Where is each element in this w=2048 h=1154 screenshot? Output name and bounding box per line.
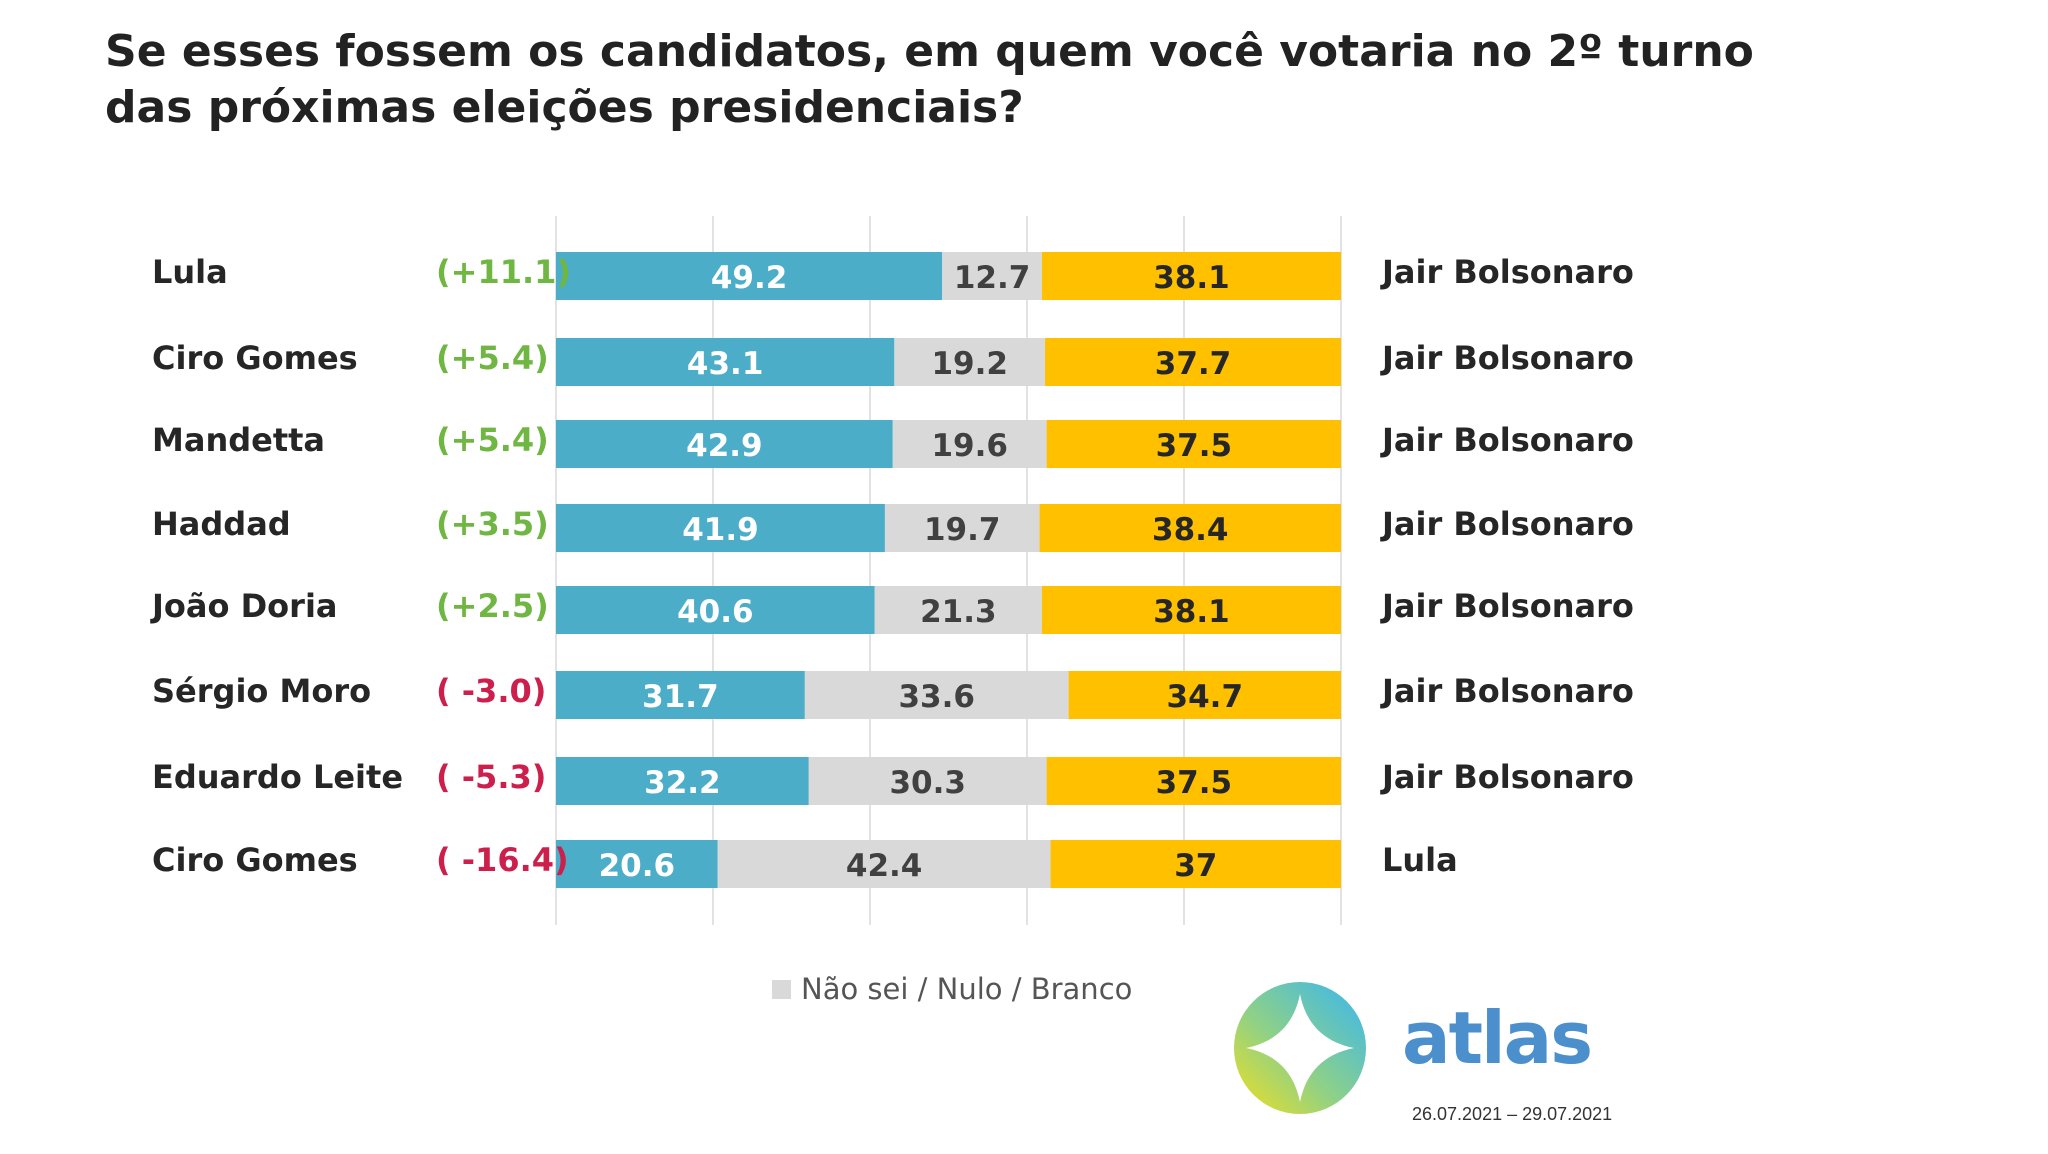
- bar-undecided: [874, 586, 1042, 634]
- bar-candidate-b: [1045, 338, 1341, 386]
- candidate-label-left: Eduardo Leite: [152, 758, 403, 796]
- bar-candidate-a: [556, 671, 805, 719]
- data-label-candidate-a: 43.1: [687, 346, 764, 382]
- difference-label: (+5.4): [436, 339, 549, 377]
- candidate-label-left: Mandetta: [152, 421, 325, 459]
- bar-undecided: [892, 420, 1047, 468]
- candidate-label-right: Jair Bolsonaro: [1380, 253, 1634, 291]
- candidate-label-right: Jair Bolsonaro: [1380, 421, 1634, 459]
- bar-candidate-a: [556, 338, 895, 386]
- data-label-candidate-b: 37.5: [1156, 428, 1233, 464]
- data-label-candidate-a: 42.9: [686, 428, 763, 464]
- data-label-candidate-b: 38.1: [1153, 594, 1230, 630]
- data-label-undecided: 19.6: [931, 428, 1008, 464]
- data-label-undecided: 12.7: [954, 260, 1031, 296]
- difference-label: ( -3.0): [436, 672, 546, 710]
- bar-undecided: [808, 757, 1047, 805]
- data-label-candidate-b: 37.7: [1155, 346, 1232, 382]
- candidate-label-right: Jair Bolsonaro: [1380, 758, 1634, 796]
- bar-candidate-a: [556, 840, 718, 888]
- bar-undecided: [894, 338, 1046, 386]
- chart-title: Se esses fossem os candidatos, em quem v…: [105, 24, 1754, 136]
- bar-candidate-a: [556, 252, 943, 300]
- data-label-undecided: 33.6: [898, 679, 975, 715]
- bar-candidate-b: [1046, 757, 1341, 805]
- data-label-undecided: 30.3: [889, 765, 966, 801]
- legend: Não sei / Nulo / Branco: [772, 972, 1132, 1006]
- data-label-candidate-a: 40.6: [677, 594, 754, 630]
- data-label-candidate-b: 38.4: [1152, 512, 1229, 548]
- legend-swatch-undecided: [772, 979, 791, 999]
- data-label-undecided: 21.3: [920, 594, 997, 630]
- data-label-candidate-b: 34.7: [1167, 679, 1244, 715]
- bar-candidate-a: [556, 586, 875, 634]
- candidate-label-right: Jair Bolsonaro: [1380, 672, 1634, 710]
- stacked-bar-chart: 49.2 12.7 38.1 Lula (+11.1) Jair Bolsonaro 43.…: [150, 216, 1634, 925]
- difference-label: (+2.5): [436, 587, 549, 625]
- bar-candidate-a: [556, 420, 893, 468]
- bar-undecided: [804, 671, 1069, 719]
- bar-candidate-b: [1041, 252, 1341, 300]
- candidate-label-left: Ciro Gomes: [152, 339, 358, 377]
- data-label-candidate-b: 37.5: [1156, 765, 1233, 801]
- difference-label: ( -16.4): [436, 841, 569, 879]
- difference-label: (+5.4): [436, 421, 549, 459]
- data-label-candidate-a: 49.2: [711, 260, 788, 296]
- difference-label: (+11.1): [436, 253, 571, 291]
- difference-label: (+3.5): [436, 505, 549, 543]
- bar-undecided: [717, 840, 1051, 888]
- bar-candidate-b: [1046, 420, 1341, 468]
- data-label-candidate-b: 38.1: [1153, 260, 1230, 296]
- candidate-label-left: Sérgio Moro: [152, 672, 371, 710]
- data-label-candidate-a: 31.7: [642, 679, 719, 715]
- chart-title-line-2: das próximas eleições presidenciais?: [105, 82, 1024, 133]
- data-label-undecided: 42.4: [846, 848, 923, 884]
- difference-label: ( -5.3): [436, 758, 546, 796]
- bar-undecided: [942, 252, 1042, 300]
- bar-candidate-b: [1039, 504, 1341, 552]
- candidate-label-right: Jair Bolsonaro: [1380, 587, 1634, 625]
- data-label-undecided: 19.7: [924, 512, 1001, 548]
- data-label-undecided: 19.2: [931, 346, 1008, 382]
- data-label-candidate-b: 37: [1174, 848, 1217, 884]
- date-range: 26.07.2021 – 29.07.2021: [1412, 1104, 1613, 1124]
- chart-title-line-1: Se esses fossem os candidatos, em quem v…: [105, 26, 1754, 77]
- data-label-candidate-a: 32.2: [644, 765, 721, 801]
- bar-candidate-a: [556, 504, 885, 552]
- bar-undecided: [884, 504, 1040, 552]
- candidate-label-left: Haddad: [152, 505, 291, 543]
- bar-candidate-b: [1068, 671, 1341, 719]
- candidate-label-left: Ciro Gomes: [152, 841, 358, 879]
- atlas-logo-icon: [1234, 982, 1366, 1114]
- candidate-label-right: Lula: [1382, 841, 1458, 879]
- candidate-label-left: João Doria: [150, 587, 338, 625]
- brand-name: atlas: [1402, 996, 1593, 1080]
- bar-candidate-a: [556, 757, 809, 805]
- legend-label-undecided: Não sei / Nulo / Branco: [801, 972, 1133, 1006]
- data-label-candidate-a: 41.9: [682, 512, 759, 548]
- candidate-label-right: Jair Bolsonaro: [1380, 505, 1634, 543]
- candidate-label-right: Jair Bolsonaro: [1380, 339, 1634, 377]
- bar-candidate-b: [1041, 586, 1341, 634]
- data-label-candidate-a: 20.6: [599, 848, 676, 884]
- candidate-label-left: Lula: [152, 253, 228, 291]
- bar-candidate-b: [1050, 840, 1341, 888]
